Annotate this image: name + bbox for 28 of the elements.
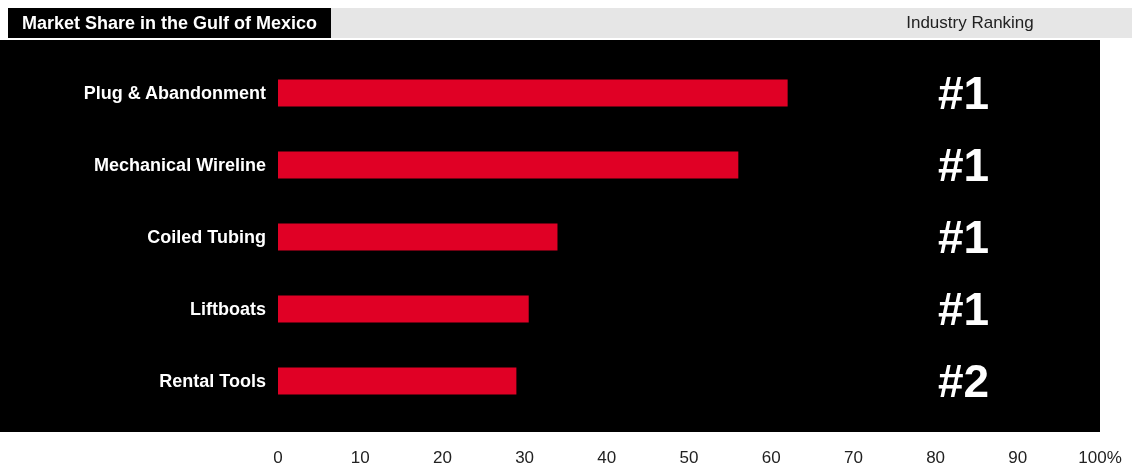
x-tick-label: 40	[597, 448, 617, 467]
x-tick-label: 30	[515, 448, 535, 467]
x-tick-label: 50	[679, 448, 699, 467]
bar	[278, 151, 739, 179]
y-tick-label: Liftboats	[190, 299, 266, 319]
y-tick-label: Rental Tools	[159, 371, 266, 391]
y-tick-label: Plug & Abandonment	[83, 83, 266, 103]
bar	[278, 223, 558, 251]
x-tick-label: 70	[843, 448, 863, 467]
x-tick-label: 100%	[1078, 448, 1122, 467]
bar	[278, 295, 529, 323]
x-tick-label: 20	[432, 448, 452, 467]
y2-tick-label: #1	[938, 211, 990, 263]
bar	[278, 79, 788, 107]
y-tick-label: Mechanical Wireline	[94, 155, 266, 175]
x-tick-label: 90	[1008, 448, 1028, 467]
y2-tick-label: #1	[938, 139, 990, 191]
x-tick-label: 60	[761, 448, 781, 467]
chart-title: Market Share in the Gulf of Mexico	[8, 8, 332, 38]
bar	[278, 367, 517, 395]
y2-axis-title: Industry Ranking	[905, 12, 1035, 34]
x-tick-label: 80	[926, 448, 946, 467]
y2-tick-label: #1	[938, 67, 990, 119]
y2-tick-label: #2	[938, 355, 990, 407]
x-tick-label: 10	[350, 448, 370, 467]
y2-tick-label: #1	[938, 283, 990, 335]
x-tick-label: 0	[273, 448, 283, 467]
y-tick-label: Coiled Tubing	[147, 227, 266, 247]
